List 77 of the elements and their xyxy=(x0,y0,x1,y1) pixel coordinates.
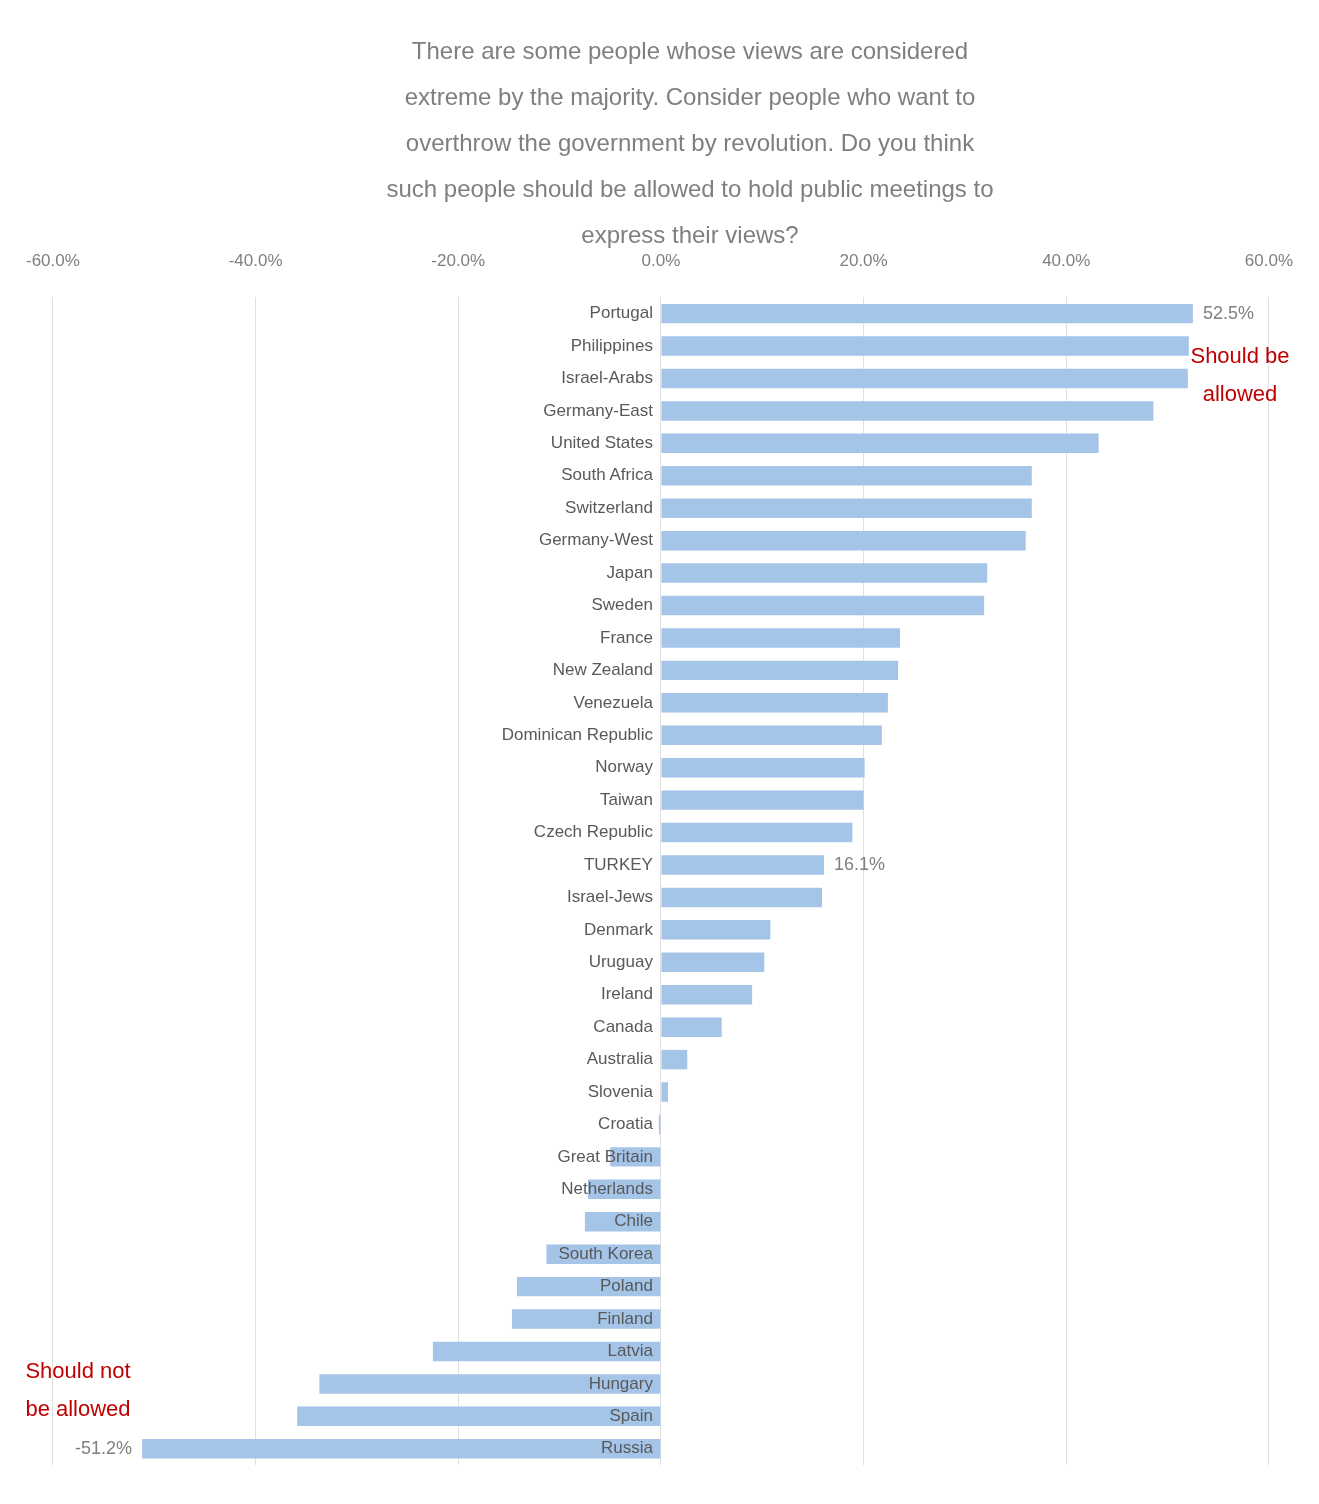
y-tick-label: France xyxy=(599,627,653,647)
x-tick-label: 40.0% xyxy=(1042,250,1091,270)
x-tick-label: 0.0% xyxy=(641,250,681,270)
bar xyxy=(661,401,1154,421)
y-tick-label: South Africa xyxy=(561,465,654,485)
bar xyxy=(661,563,988,583)
bar xyxy=(661,303,1193,324)
annotation: Should not be allowed xyxy=(24,1357,132,1423)
y-tick-label: Poland xyxy=(599,1276,653,1296)
bar xyxy=(661,1082,669,1102)
y-tick-label: Sweden xyxy=(591,595,653,615)
bar xyxy=(661,498,1032,518)
y-tick-label: United States xyxy=(550,433,653,453)
x-tick-label: -40.0% xyxy=(228,250,283,270)
bar xyxy=(661,1049,688,1070)
y-tick-label: Portugal xyxy=(589,303,653,323)
bar xyxy=(319,1374,661,1394)
y-tick-label: Philippines xyxy=(570,335,653,355)
y-tick-label: Norway xyxy=(595,757,654,777)
y-tick-label: Uruguay xyxy=(588,951,654,971)
bar xyxy=(661,984,753,1005)
y-tick-label: Russia xyxy=(600,1438,654,1458)
x-tick-label: -60.0% xyxy=(25,250,80,270)
bar xyxy=(661,628,901,648)
bar xyxy=(661,433,1099,454)
y-tick-label: Denmark xyxy=(583,919,654,939)
bar xyxy=(661,920,771,940)
x-tick-label: 60.0% xyxy=(1244,250,1293,270)
data-label: 16.1% xyxy=(834,853,886,874)
bar xyxy=(661,693,888,713)
y-tick-label: Japan xyxy=(606,562,653,582)
y-tick-label: South Korea xyxy=(558,1243,654,1263)
y-tick-label: Australia xyxy=(586,1049,654,1069)
y-tick-label: Finland xyxy=(597,1308,653,1328)
y-tick-label: Canada xyxy=(593,1016,654,1036)
bar xyxy=(661,757,865,778)
chart-title: There are some people whose views are considered extreme by the majority. Consider people who want to overthrow the government by revolution. Do you think such people should be allowed to hold public meetings to express their views? xyxy=(386,37,994,248)
bar xyxy=(661,660,899,681)
y-tick-label: Israel-Jews xyxy=(566,887,653,907)
bar xyxy=(661,530,1026,551)
annotation: Should be allowed xyxy=(1189,342,1291,408)
bar xyxy=(432,1341,661,1362)
y-tick-label: Latvia xyxy=(607,1341,654,1361)
bar xyxy=(661,466,1032,486)
y-tick-label: Ireland xyxy=(600,984,653,1004)
bar xyxy=(661,822,853,843)
bar xyxy=(661,855,825,875)
bar xyxy=(511,1309,661,1329)
bar xyxy=(661,790,864,810)
y-tick-label: Germany-West xyxy=(538,530,654,550)
data-label: 52.5% xyxy=(1202,302,1254,323)
bar xyxy=(142,1439,661,1459)
bar xyxy=(297,1406,661,1427)
y-tick-label: Dominican Republic xyxy=(501,724,654,744)
y-tick-label: Chile xyxy=(614,1211,653,1231)
data-label: -51.2% xyxy=(75,1437,133,1458)
bar xyxy=(661,595,985,616)
y-tick-label: Germany-East xyxy=(543,400,654,420)
y-tick-label: Slovenia xyxy=(587,1081,654,1101)
y-tick-label: Croatia xyxy=(598,1114,654,1134)
x-tick-label: -20.0% xyxy=(431,250,486,270)
y-tick-label: Israel-Arabs xyxy=(561,368,653,388)
bar xyxy=(661,725,882,745)
bar xyxy=(661,952,765,973)
y-tick-label: TURKEY xyxy=(583,854,653,874)
y-tick-label: Taiwan xyxy=(599,789,653,809)
x-tick-label: 20.0% xyxy=(839,250,888,270)
y-tick-label: Spain xyxy=(609,1406,653,1426)
y-tick-label: Czech Republic xyxy=(533,822,654,842)
bar xyxy=(661,336,1189,356)
bar xyxy=(661,368,1188,389)
bar xyxy=(661,887,823,908)
bar xyxy=(661,1017,722,1037)
y-tick-label: New Zealand xyxy=(552,660,653,680)
y-tick-label: Hungary xyxy=(588,1373,654,1393)
y-tick-label: Switzerland xyxy=(565,497,653,517)
y-tick-label: Venezuela xyxy=(573,692,654,712)
